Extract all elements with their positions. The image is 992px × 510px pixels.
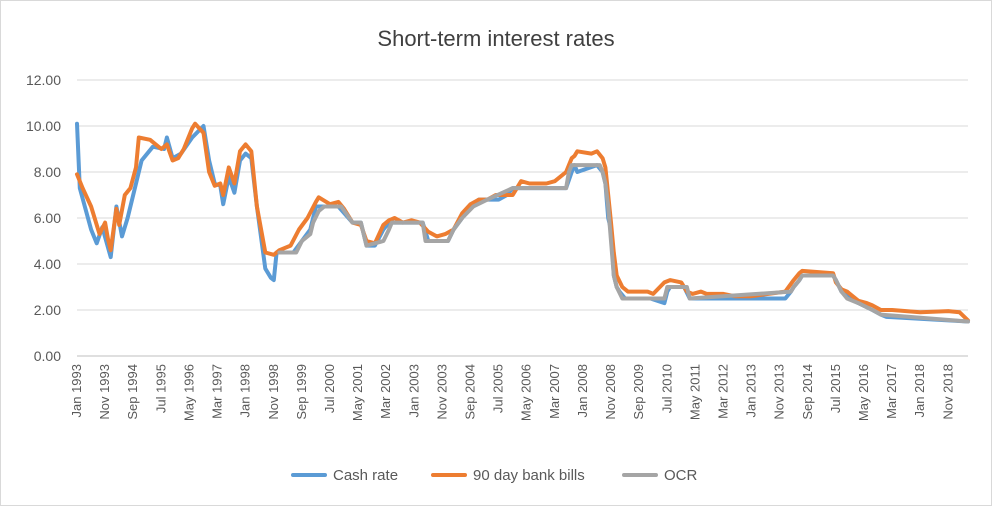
x-tick-label: Nov 2018 <box>940 364 955 420</box>
legend-label: 90 day bank bills <box>473 467 585 484</box>
x-tick-label: Jan 2008 <box>575 364 590 418</box>
x-tick-label: Jan 1993 <box>69 364 84 418</box>
x-tick-label: Jan 2018 <box>912 364 927 418</box>
x-tick-label: Nov 2003 <box>434 364 449 420</box>
x-tick-label: May 1996 <box>181 364 196 421</box>
gridlines <box>77 79 968 357</box>
x-tick-label: Jul 2005 <box>491 364 506 413</box>
x-tick-label: May 2006 <box>519 364 534 421</box>
x-tick-label: Mar 1997 <box>210 364 225 419</box>
legend-label: OCR <box>664 467 698 484</box>
x-tick-label: Jul 2015 <box>828 364 843 413</box>
x-axis-ticks: Jan 1993 Nov 1993 Sep 1994 Jul 1995 May 1996… <box>69 364 955 421</box>
legend: Cash rate 90 day bank bills OCR <box>291 467 698 484</box>
x-tick-label: May 2016 <box>856 364 871 421</box>
x-tick-label: Mar 2017 <box>884 364 899 419</box>
y-tick-label: 12.00 <box>26 72 61 88</box>
y-tick-label: 6.00 <box>34 210 61 226</box>
y-tick-label: 4.00 <box>34 256 61 272</box>
x-tick-label: Nov 1993 <box>97 364 112 420</box>
x-tick-label: Mar 2007 <box>547 364 562 419</box>
x-tick-label: Jan 2003 <box>406 364 421 418</box>
y-axis-ticks: 0.00 2.00 4.00 6.00 8.00 10.00 12.00 <box>26 72 61 364</box>
series-line-ocr <box>277 163 970 324</box>
x-tick-label: Jan 2013 <box>744 364 759 418</box>
series-line-cash-rate <box>75 121 970 324</box>
x-tick-label: Sep 1994 <box>125 364 140 420</box>
x-tick-label: Sep 2004 <box>463 364 478 420</box>
x-tick-label: Nov 2008 <box>603 364 618 420</box>
x-tick-label: Mar 2012 <box>715 364 730 419</box>
series-line-90-day-bank-bills <box>75 121 970 323</box>
x-tick-label: Jul 2010 <box>659 364 674 413</box>
y-tick-label: 10.00 <box>26 118 61 134</box>
x-tick-label: Nov 2013 <box>772 364 787 420</box>
x-tick-label: Nov 1998 <box>266 364 281 420</box>
x-tick-label: Sep 2014 <box>800 364 815 420</box>
x-tick-label: Sep 2009 <box>631 364 646 420</box>
y-tick-label: 2.00 <box>34 302 61 318</box>
x-tick-label: Jul 1995 <box>153 364 168 413</box>
x-tick-label: Mar 2002 <box>378 364 393 419</box>
x-tick-label: May 2011 <box>687 364 702 420</box>
series-lines <box>75 121 970 324</box>
x-tick-label: Sep 1999 <box>294 364 309 420</box>
chart-title: Short-term interest rates <box>377 26 614 51</box>
x-tick-label: May 2001 <box>350 364 365 421</box>
y-tick-label: 8.00 <box>34 164 61 180</box>
x-tick-label: Jan 1998 <box>238 364 253 418</box>
y-tick-label: 0.00 <box>34 348 61 364</box>
x-tick-label: Jul 2000 <box>322 364 337 413</box>
legend-label: Cash rate <box>333 467 398 484</box>
